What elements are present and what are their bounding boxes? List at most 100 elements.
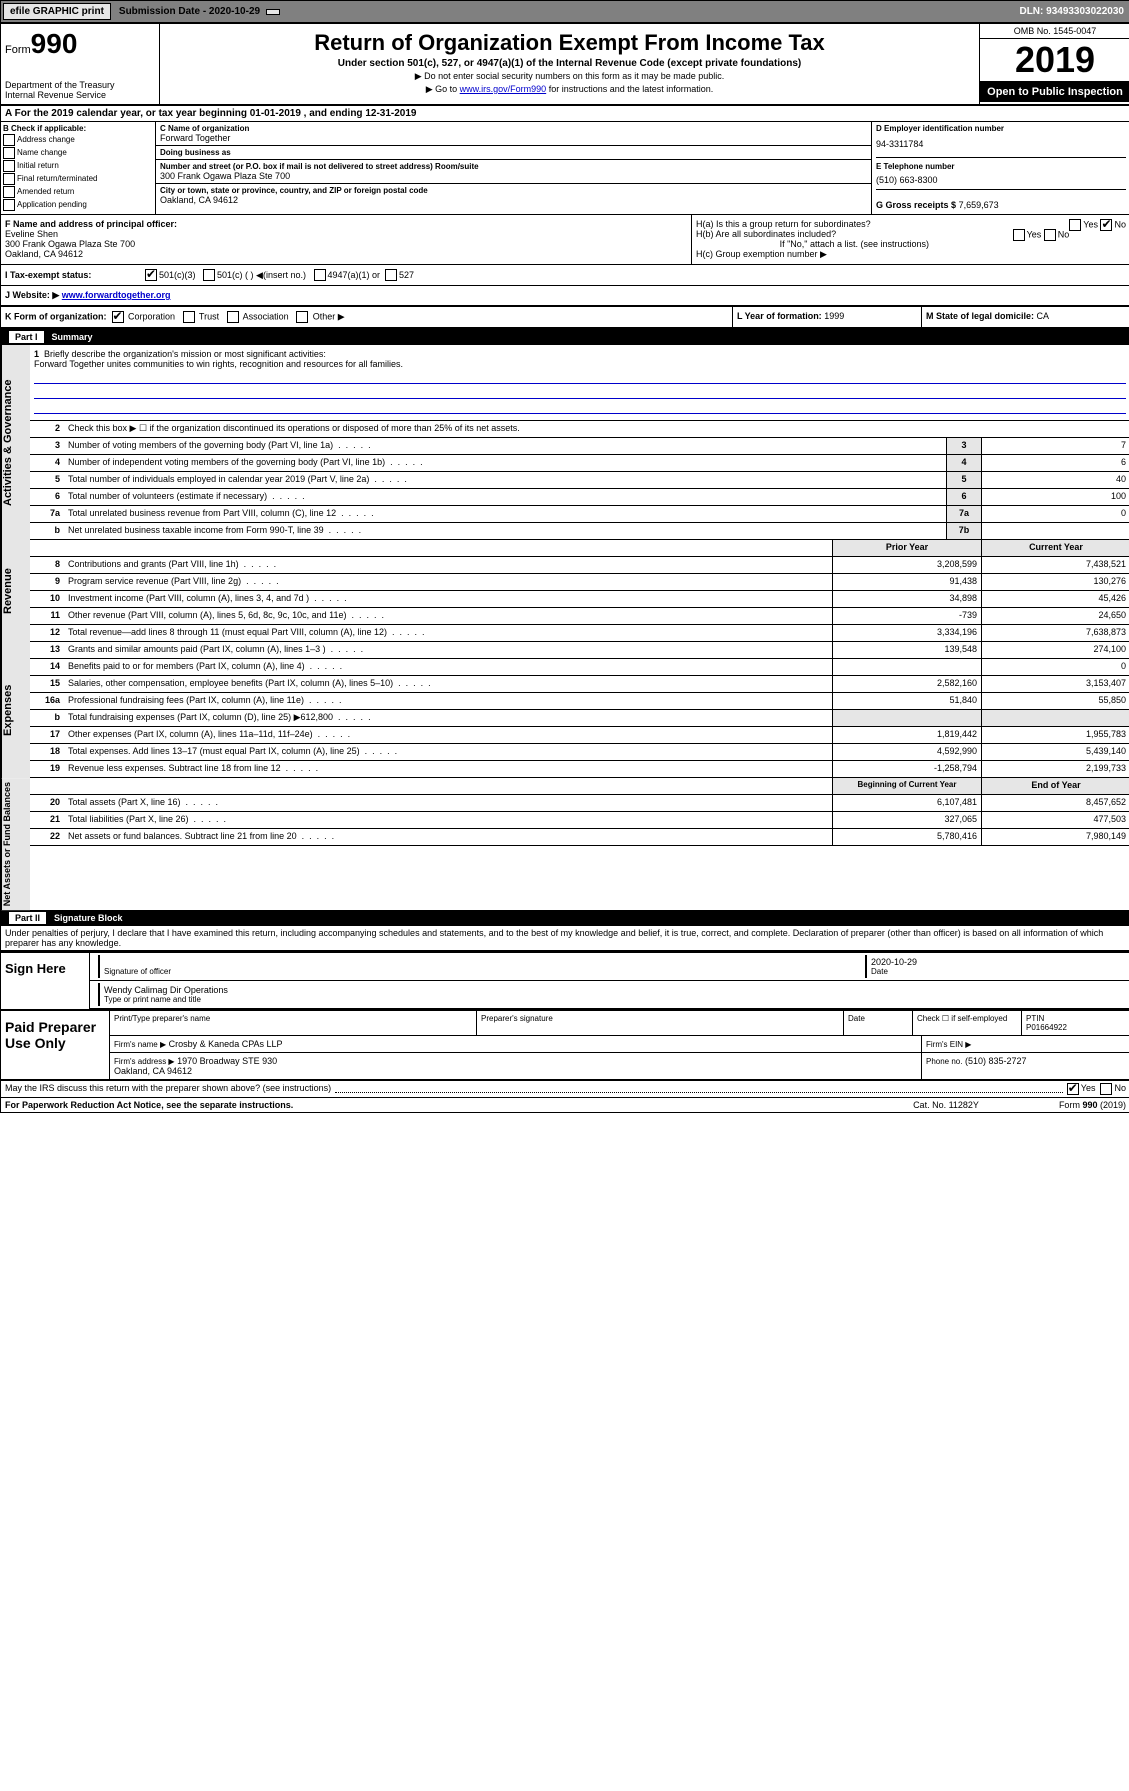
sig-officer-label: Signature of officer bbox=[104, 967, 857, 976]
summary-line: 9Program service revenue (Part VIII, lin… bbox=[30, 574, 1129, 591]
discuss-text: May the IRS discuss this return with the… bbox=[5, 1083, 331, 1095]
discuss-no[interactable] bbox=[1100, 1083, 1112, 1095]
k-label: K Form of organization: bbox=[5, 311, 107, 321]
ha-no[interactable] bbox=[1100, 219, 1112, 231]
department: Department of the Treasury Internal Reve… bbox=[5, 80, 155, 100]
irs-link[interactable]: www.irs.gov/Form990 bbox=[460, 84, 547, 94]
end-year-hdr: End of Year bbox=[981, 778, 1129, 794]
rev-header: Prior YearCurrent Year bbox=[30, 540, 1129, 557]
chk-pending[interactable] bbox=[3, 199, 15, 211]
website-row: J Website: ▶ www.forwardtogether.org bbox=[1, 286, 1129, 307]
website-link[interactable]: www.forwardtogether.org bbox=[62, 290, 171, 300]
summary-line: 10Investment income (Part VIII, column (… bbox=[30, 591, 1129, 608]
hb-no[interactable] bbox=[1044, 229, 1056, 241]
chk-4947[interactable] bbox=[314, 269, 326, 281]
paid-preparer-label: Paid Preparer Use Only bbox=[1, 1011, 109, 1079]
begin-year-hdr: Beginning of Current Year bbox=[832, 778, 981, 794]
header-left: Form990 Department of the Treasury Inter… bbox=[1, 24, 160, 104]
summary-line: 17Other expenses (Part IX, column (A), l… bbox=[30, 727, 1129, 744]
omb-number: OMB No. 1545-0047 bbox=[980, 24, 1129, 39]
chk-501c[interactable] bbox=[203, 269, 215, 281]
summary-line: 4Number of independent voting members of… bbox=[30, 455, 1129, 472]
efile-button[interactable]: efile GRAPHIC print bbox=[3, 3, 111, 20]
box-d-e-g: D Employer identification number 94-33117… bbox=[872, 122, 1129, 214]
note-ssn: ▶ Do not enter social security numbers o… bbox=[164, 71, 975, 82]
form-subtitle: Under section 501(c), 527, or 4947(a)(1)… bbox=[164, 58, 975, 69]
box-c: C Name of organizationForward Together D… bbox=[156, 122, 872, 214]
summary-line: 19Revenue less expenses. Subtract line 1… bbox=[30, 761, 1129, 778]
summary-line: 3Number of voting members of the governi… bbox=[30, 438, 1129, 455]
mission-label: Briefly describe the organization's miss… bbox=[44, 349, 326, 359]
phone-label: E Telephone number bbox=[876, 162, 1126, 171]
note-link: ▶ Go to www.irs.gov/Form990 for instruct… bbox=[164, 84, 975, 95]
firm-name-label: Firm's name ▶ bbox=[114, 1040, 166, 1049]
part1-num: Part I bbox=[9, 331, 44, 343]
mission-block: 1 Briefly describe the organization's mi… bbox=[30, 345, 1129, 421]
discuss-row: May the IRS discuss this return with the… bbox=[1, 1081, 1129, 1098]
form-title: Return of Organization Exempt From Incom… bbox=[164, 30, 975, 56]
gross-receipts: 7,659,673 bbox=[959, 200, 999, 210]
sig-name-label: Type or print name and title bbox=[104, 995, 1122, 1004]
firm-name: Crosby & Kaneda CPAs LLP bbox=[169, 1039, 283, 1049]
prior-year-hdr: Prior Year bbox=[832, 540, 981, 556]
prep-sig-hdr: Preparer's signature bbox=[477, 1011, 844, 1035]
current-year-hdr: Current Year bbox=[981, 540, 1129, 556]
addr-label: Number and street (or P.O. box if mail i… bbox=[160, 162, 867, 171]
summary-line: bNet unrelated business taxable income f… bbox=[30, 523, 1129, 540]
vtab-net: Net Assets or Fund Balances bbox=[1, 778, 30, 910]
officer: Eveline Shen 300 Frank Ogawa Plaza Ste 7… bbox=[5, 229, 687, 259]
sig-date-label: Date bbox=[871, 967, 1122, 976]
firm-addr-label: Firm's address ▶ bbox=[114, 1057, 175, 1066]
state-domicile: CA bbox=[1037, 311, 1050, 321]
website-label: J Website: ▶ bbox=[5, 290, 59, 300]
prep-date-hdr: Date bbox=[844, 1011, 913, 1035]
summary-line: 6Total number of volunteers (estimate if… bbox=[30, 489, 1129, 506]
org-name-label: C Name of organization bbox=[160, 124, 867, 133]
box-h: H(a) Is this a group return for subordin… bbox=[692, 215, 1129, 264]
h-c: H(c) Group exemption number ▶ bbox=[696, 249, 1126, 260]
hb-yes[interactable] bbox=[1013, 229, 1025, 241]
top-bar: efile GRAPHIC print Submission Date - 20… bbox=[1, 1, 1129, 24]
net-header: Beginning of Current YearEnd of Year bbox=[30, 778, 1129, 795]
penalty-text: Under penalties of perjury, I declare th… bbox=[1, 926, 1129, 951]
chk-501c3[interactable] bbox=[145, 269, 157, 281]
chk-other[interactable] bbox=[296, 311, 308, 323]
city-label: City or town, state or province, country… bbox=[160, 186, 867, 195]
discuss-yes[interactable] bbox=[1067, 1083, 1079, 1095]
chk-name[interactable] bbox=[3, 147, 15, 159]
summary-line: 16aProfessional fundraising fees (Part I… bbox=[30, 693, 1129, 710]
summary-line: 14Benefits paid to or for members (Part … bbox=[30, 659, 1129, 676]
part1-title: Summary bbox=[52, 332, 93, 342]
prep-name-hdr: Print/Type preparer's name bbox=[110, 1011, 477, 1035]
part2-header: Part II Signature Block bbox=[1, 910, 1129, 926]
chk-527[interactable] bbox=[385, 269, 397, 281]
submission-label: Submission Date - 2020-10-29 bbox=[113, 4, 266, 19]
box-f: F Name and address of principal officer:… bbox=[1, 215, 692, 264]
ha-yes[interactable] bbox=[1069, 219, 1081, 231]
firm-phone-label: Phone no. bbox=[926, 1057, 962, 1066]
vtab-expenses: Expenses bbox=[1, 642, 30, 778]
phone: (510) 663-8300 bbox=[876, 175, 1126, 185]
mission-text: Forward Together unites communities to w… bbox=[34, 359, 1126, 369]
header-right: OMB No. 1545-0047 2019 Open to Public In… bbox=[979, 24, 1129, 104]
h-b: H(b) Are all subordinates included? bbox=[696, 229, 836, 239]
form-prefix: Form bbox=[5, 44, 31, 56]
gross-receipts-label: G Gross receipts $ bbox=[876, 200, 956, 210]
summary-line: 11Other revenue (Part VIII, column (A), … bbox=[30, 608, 1129, 625]
vtab-revenue: Revenue bbox=[1, 540, 30, 642]
ein-label: D Employer identification number bbox=[876, 124, 1126, 133]
chk-initial[interactable] bbox=[3, 160, 15, 172]
header-center: Return of Organization Exempt From Incom… bbox=[160, 24, 979, 104]
ein: 94-3311784 bbox=[876, 139, 1126, 149]
cat-no: Cat. No. 11282Y bbox=[886, 1100, 1006, 1110]
chk-final[interactable] bbox=[3, 173, 15, 185]
sign-here-label: Sign Here bbox=[1, 953, 90, 1009]
firm-phone: (510) 835-2727 bbox=[965, 1056, 1027, 1066]
chk-address[interactable] bbox=[3, 134, 15, 146]
chk-trust[interactable] bbox=[183, 311, 195, 323]
chk-amended[interactable] bbox=[3, 186, 15, 198]
sig-name: Wendy Calimag Dir Operations bbox=[104, 985, 1122, 995]
vtab-governance: Activities & Governance bbox=[1, 345, 30, 540]
chk-assoc[interactable] bbox=[227, 311, 239, 323]
chk-corp[interactable] bbox=[112, 311, 124, 323]
